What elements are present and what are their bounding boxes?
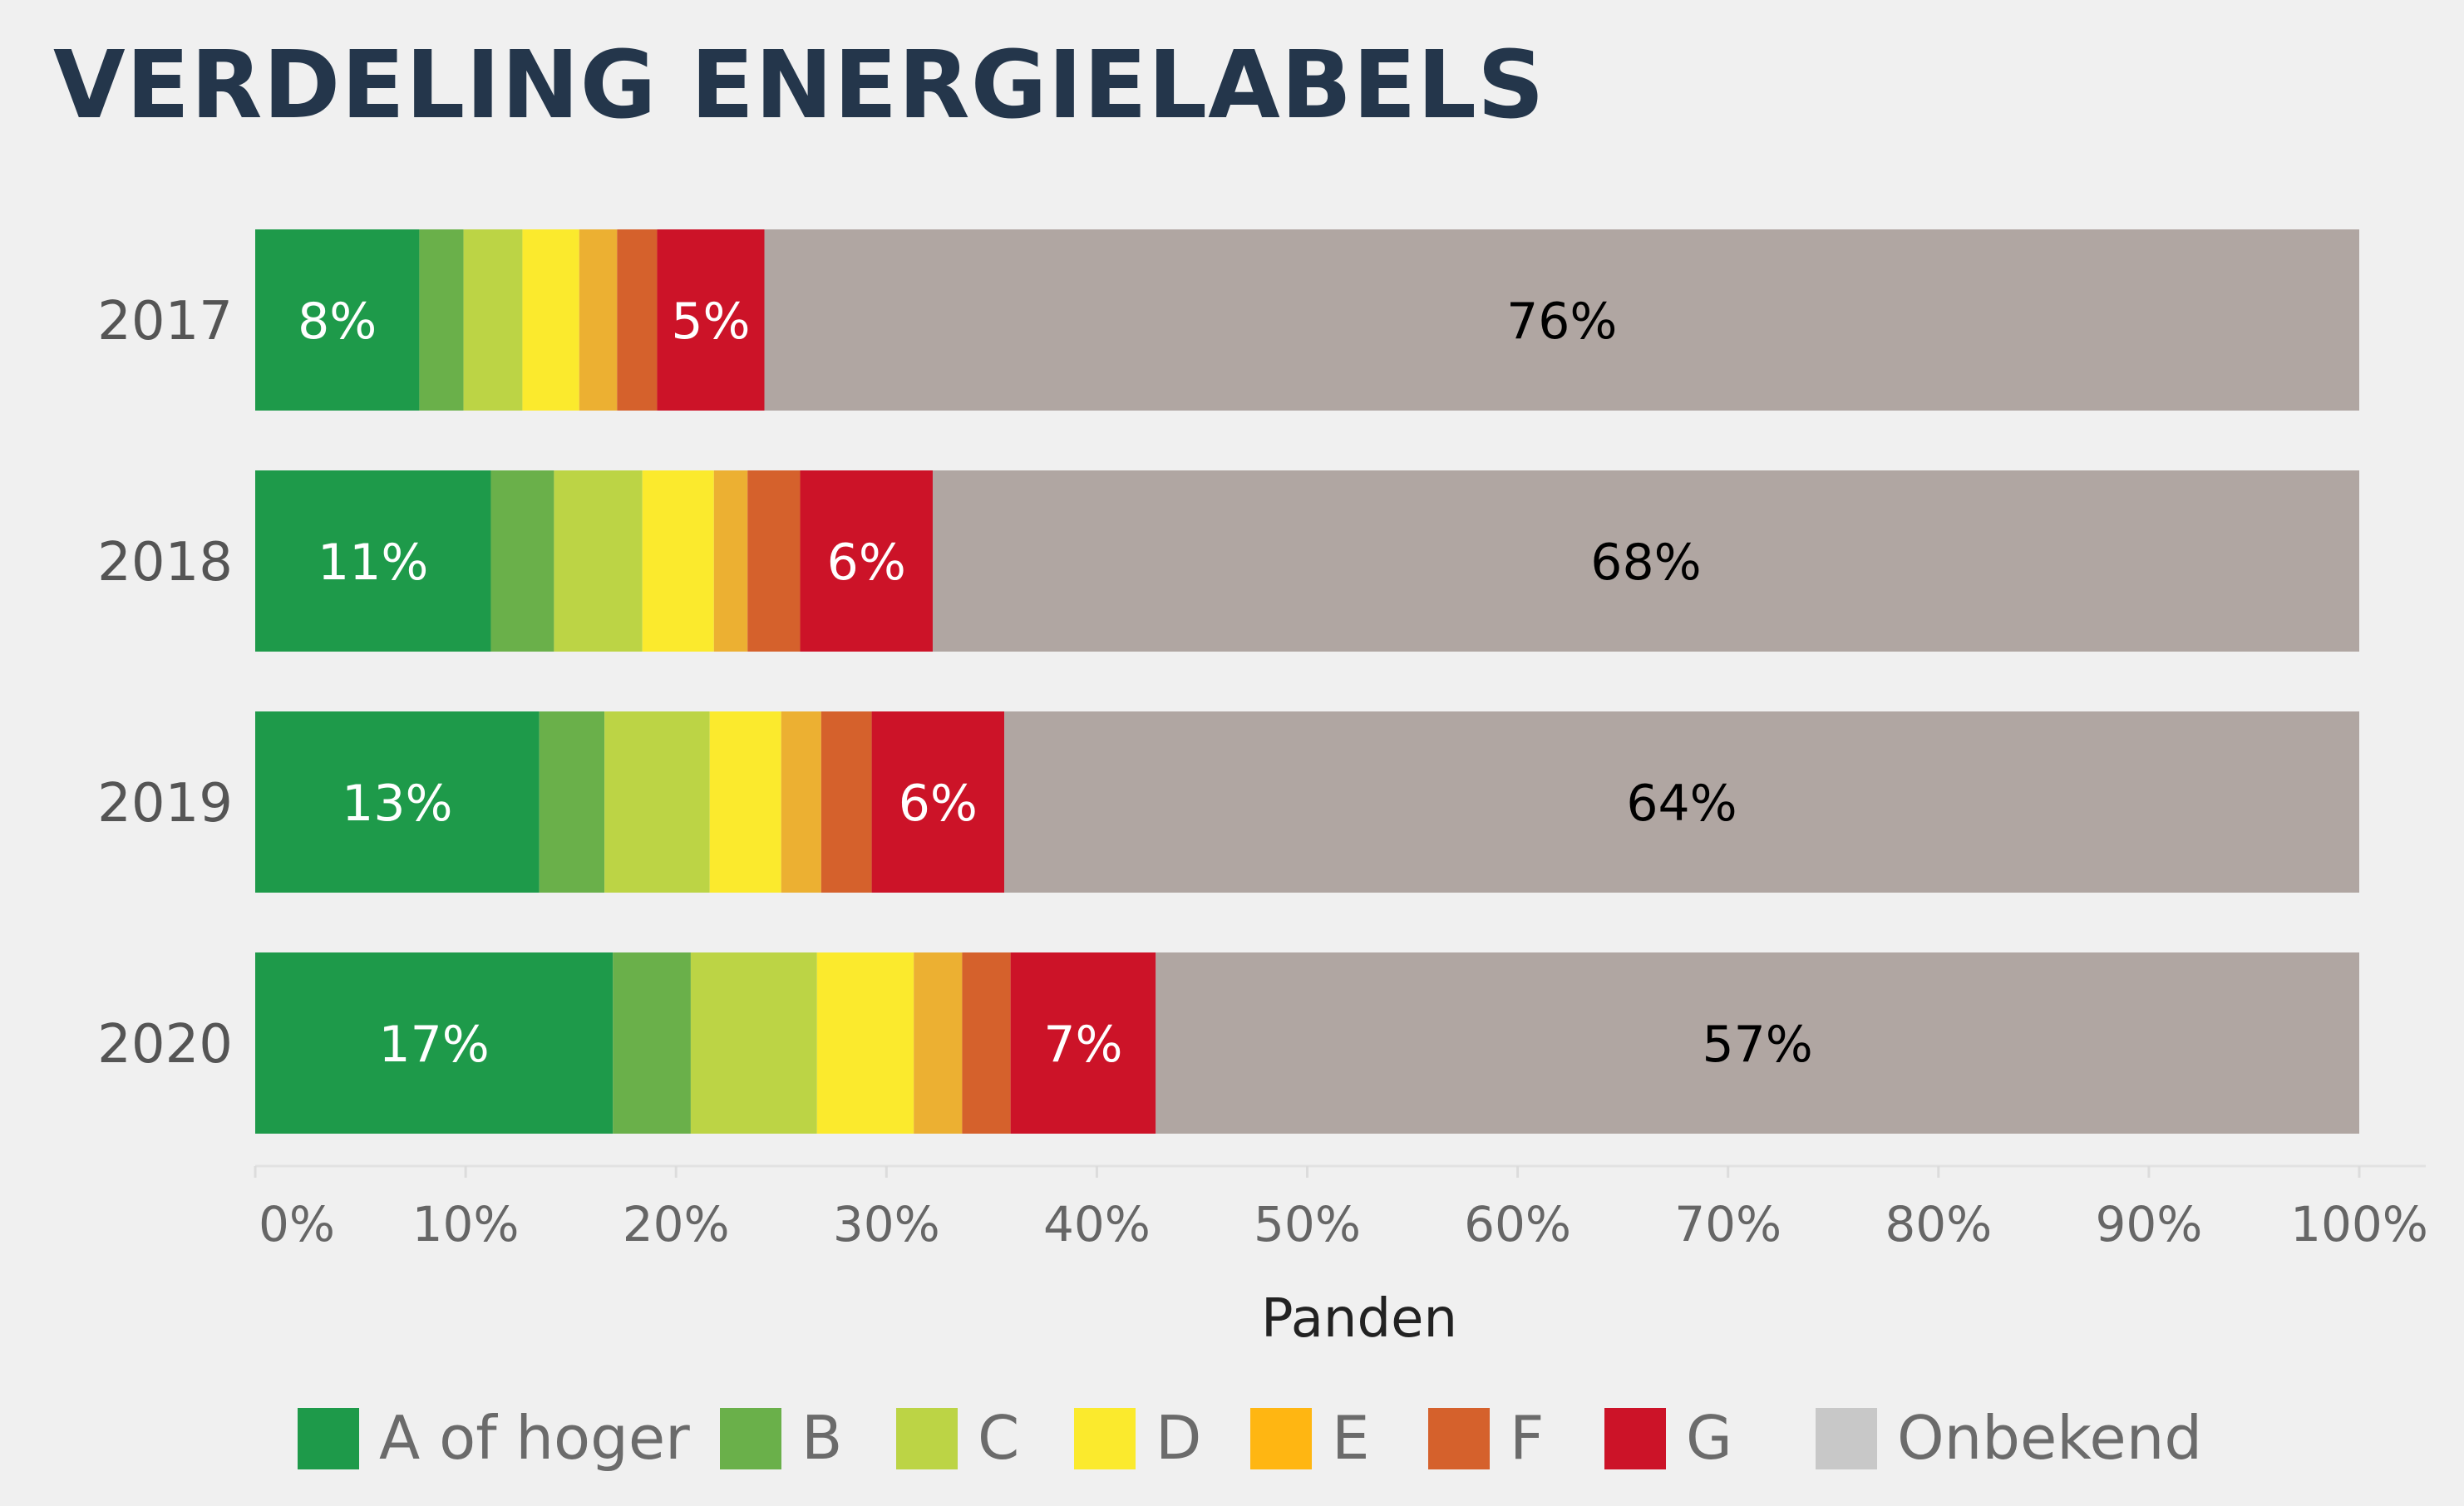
x-axis: 0% 10% 20% 30% 40% 50% 60% 70% 80% 90% 100% xyxy=(254,1164,2428,1253)
data-label-2019-a-of-hoger: 13% xyxy=(342,775,452,833)
bar-2017-onbekend xyxy=(764,229,2359,411)
x-tick-label: 30% xyxy=(833,1196,940,1253)
bar-2019-f xyxy=(821,711,872,893)
legend-swatch-b xyxy=(720,1408,781,1469)
x-tick-label: 20% xyxy=(623,1196,730,1253)
legend-swatch-e xyxy=(1250,1408,1312,1469)
legend-label-c: C xyxy=(978,1403,1020,1473)
bar-2019-e xyxy=(781,711,821,893)
legend-swatch-d xyxy=(1074,1408,1136,1469)
y-tick-label-2017: 2017 xyxy=(97,291,233,352)
bar-2019-a-of-hoger xyxy=(255,711,540,893)
bar-2020-b xyxy=(613,952,691,1134)
x-tick-label: 10% xyxy=(412,1196,520,1253)
bar-2018-g xyxy=(800,470,933,652)
bar-2019-c xyxy=(604,711,710,893)
x-tick-label: 50% xyxy=(1254,1196,1361,1253)
bar-2020-d xyxy=(816,952,914,1134)
bar-2017-e xyxy=(579,229,618,411)
bar-2018-onbekend xyxy=(932,470,2359,652)
bar-2020-e xyxy=(914,952,963,1134)
x-axis-title: Panden xyxy=(1261,1288,1457,1350)
data-label-2019-g: 6% xyxy=(899,775,978,833)
legend-label-e: E xyxy=(1332,1403,1370,1473)
bar-2019-b xyxy=(539,711,605,893)
x-tick-label: 70% xyxy=(1674,1196,1781,1253)
x-tick-label: 100% xyxy=(2290,1196,2428,1253)
data-labels-layer: 8% 5% 76% 11% 6% 68% 13% 6% 64% 17% 7% 57% xyxy=(298,293,1813,1074)
data-label-2017-a-of-hoger: 8% xyxy=(298,293,377,351)
data-label-2018-onbekend: 68% xyxy=(1590,534,1701,592)
data-label-2018-a-of-hoger: 11% xyxy=(318,534,428,592)
bar-2018-b xyxy=(490,470,554,652)
data-label-2020-g: 7% xyxy=(1043,1016,1122,1074)
bar-2019-onbekend xyxy=(1004,711,2359,893)
bar-2017-f xyxy=(617,229,658,411)
data-label-2017-onbekend: 76% xyxy=(1506,293,1617,351)
bar-2020-c xyxy=(690,952,817,1134)
x-tick-label: 0% xyxy=(259,1196,335,1253)
bar-2018-e xyxy=(713,470,748,652)
bar-2020-g xyxy=(1010,952,1156,1134)
bar-2020-onbekend xyxy=(1156,952,2359,1134)
x-tick-label: 40% xyxy=(1043,1196,1151,1253)
y-axis: 2017 2018 2019 2020 xyxy=(97,291,233,1075)
y-tick-label-2020: 2020 xyxy=(97,1014,233,1075)
data-label-2020-a-of-hoger: 17% xyxy=(378,1016,489,1074)
legend-swatch-c xyxy=(896,1408,958,1469)
bar-2018-a-of-hoger xyxy=(255,470,491,652)
bar-2017-g xyxy=(657,229,765,411)
bar-2017-d xyxy=(522,229,579,411)
bar-2018-d xyxy=(642,470,714,652)
chart-title: VERDELING ENERGIELABELS xyxy=(53,32,1545,140)
legend-label-b: B xyxy=(801,1403,843,1473)
legend: A of hoger B C D E F G Onbekend xyxy=(298,1396,2293,1479)
data-label-2018-g: 6% xyxy=(827,534,906,592)
bar-2019-d xyxy=(709,711,781,893)
bar-2017-c xyxy=(463,229,523,411)
data-label-2019-onbekend: 64% xyxy=(1626,775,1737,833)
y-tick-label-2019: 2019 xyxy=(97,773,233,834)
legend-swatch-f xyxy=(1428,1408,1490,1469)
bar-2018-f xyxy=(747,470,801,652)
bar-2017-b xyxy=(419,229,464,411)
x-tick-label: 90% xyxy=(2095,1196,2202,1253)
data-label-2017-g: 5% xyxy=(671,293,750,351)
data-label-2020-onbekend: 57% xyxy=(1702,1016,1812,1074)
bar-2017-a-of-hoger xyxy=(255,229,420,411)
x-tick-label: 60% xyxy=(1464,1196,1571,1253)
legend-label-g: G xyxy=(1686,1403,1732,1473)
y-tick-label-2018: 2018 xyxy=(97,532,233,593)
legend-label-onbekend: Onbekend xyxy=(1897,1403,2203,1473)
bars-layer xyxy=(255,229,2359,1134)
legend-swatch-onbekend xyxy=(1816,1408,1877,1469)
bar-2018-c xyxy=(554,470,643,652)
legend-label-a-of-hoger: A of hoger xyxy=(379,1403,690,1473)
bar-2020-f xyxy=(962,952,1011,1134)
bar-2020-a-of-hoger xyxy=(255,952,614,1134)
x-tick-label: 80% xyxy=(1885,1196,1992,1253)
legend-swatch-g xyxy=(1604,1408,1666,1469)
bar-2019-g xyxy=(871,711,1005,893)
legend-swatch-a-of-hoger xyxy=(298,1408,359,1469)
legend-label-d: D xyxy=(1156,1403,1202,1473)
legend-label-f: F xyxy=(1510,1403,1545,1473)
